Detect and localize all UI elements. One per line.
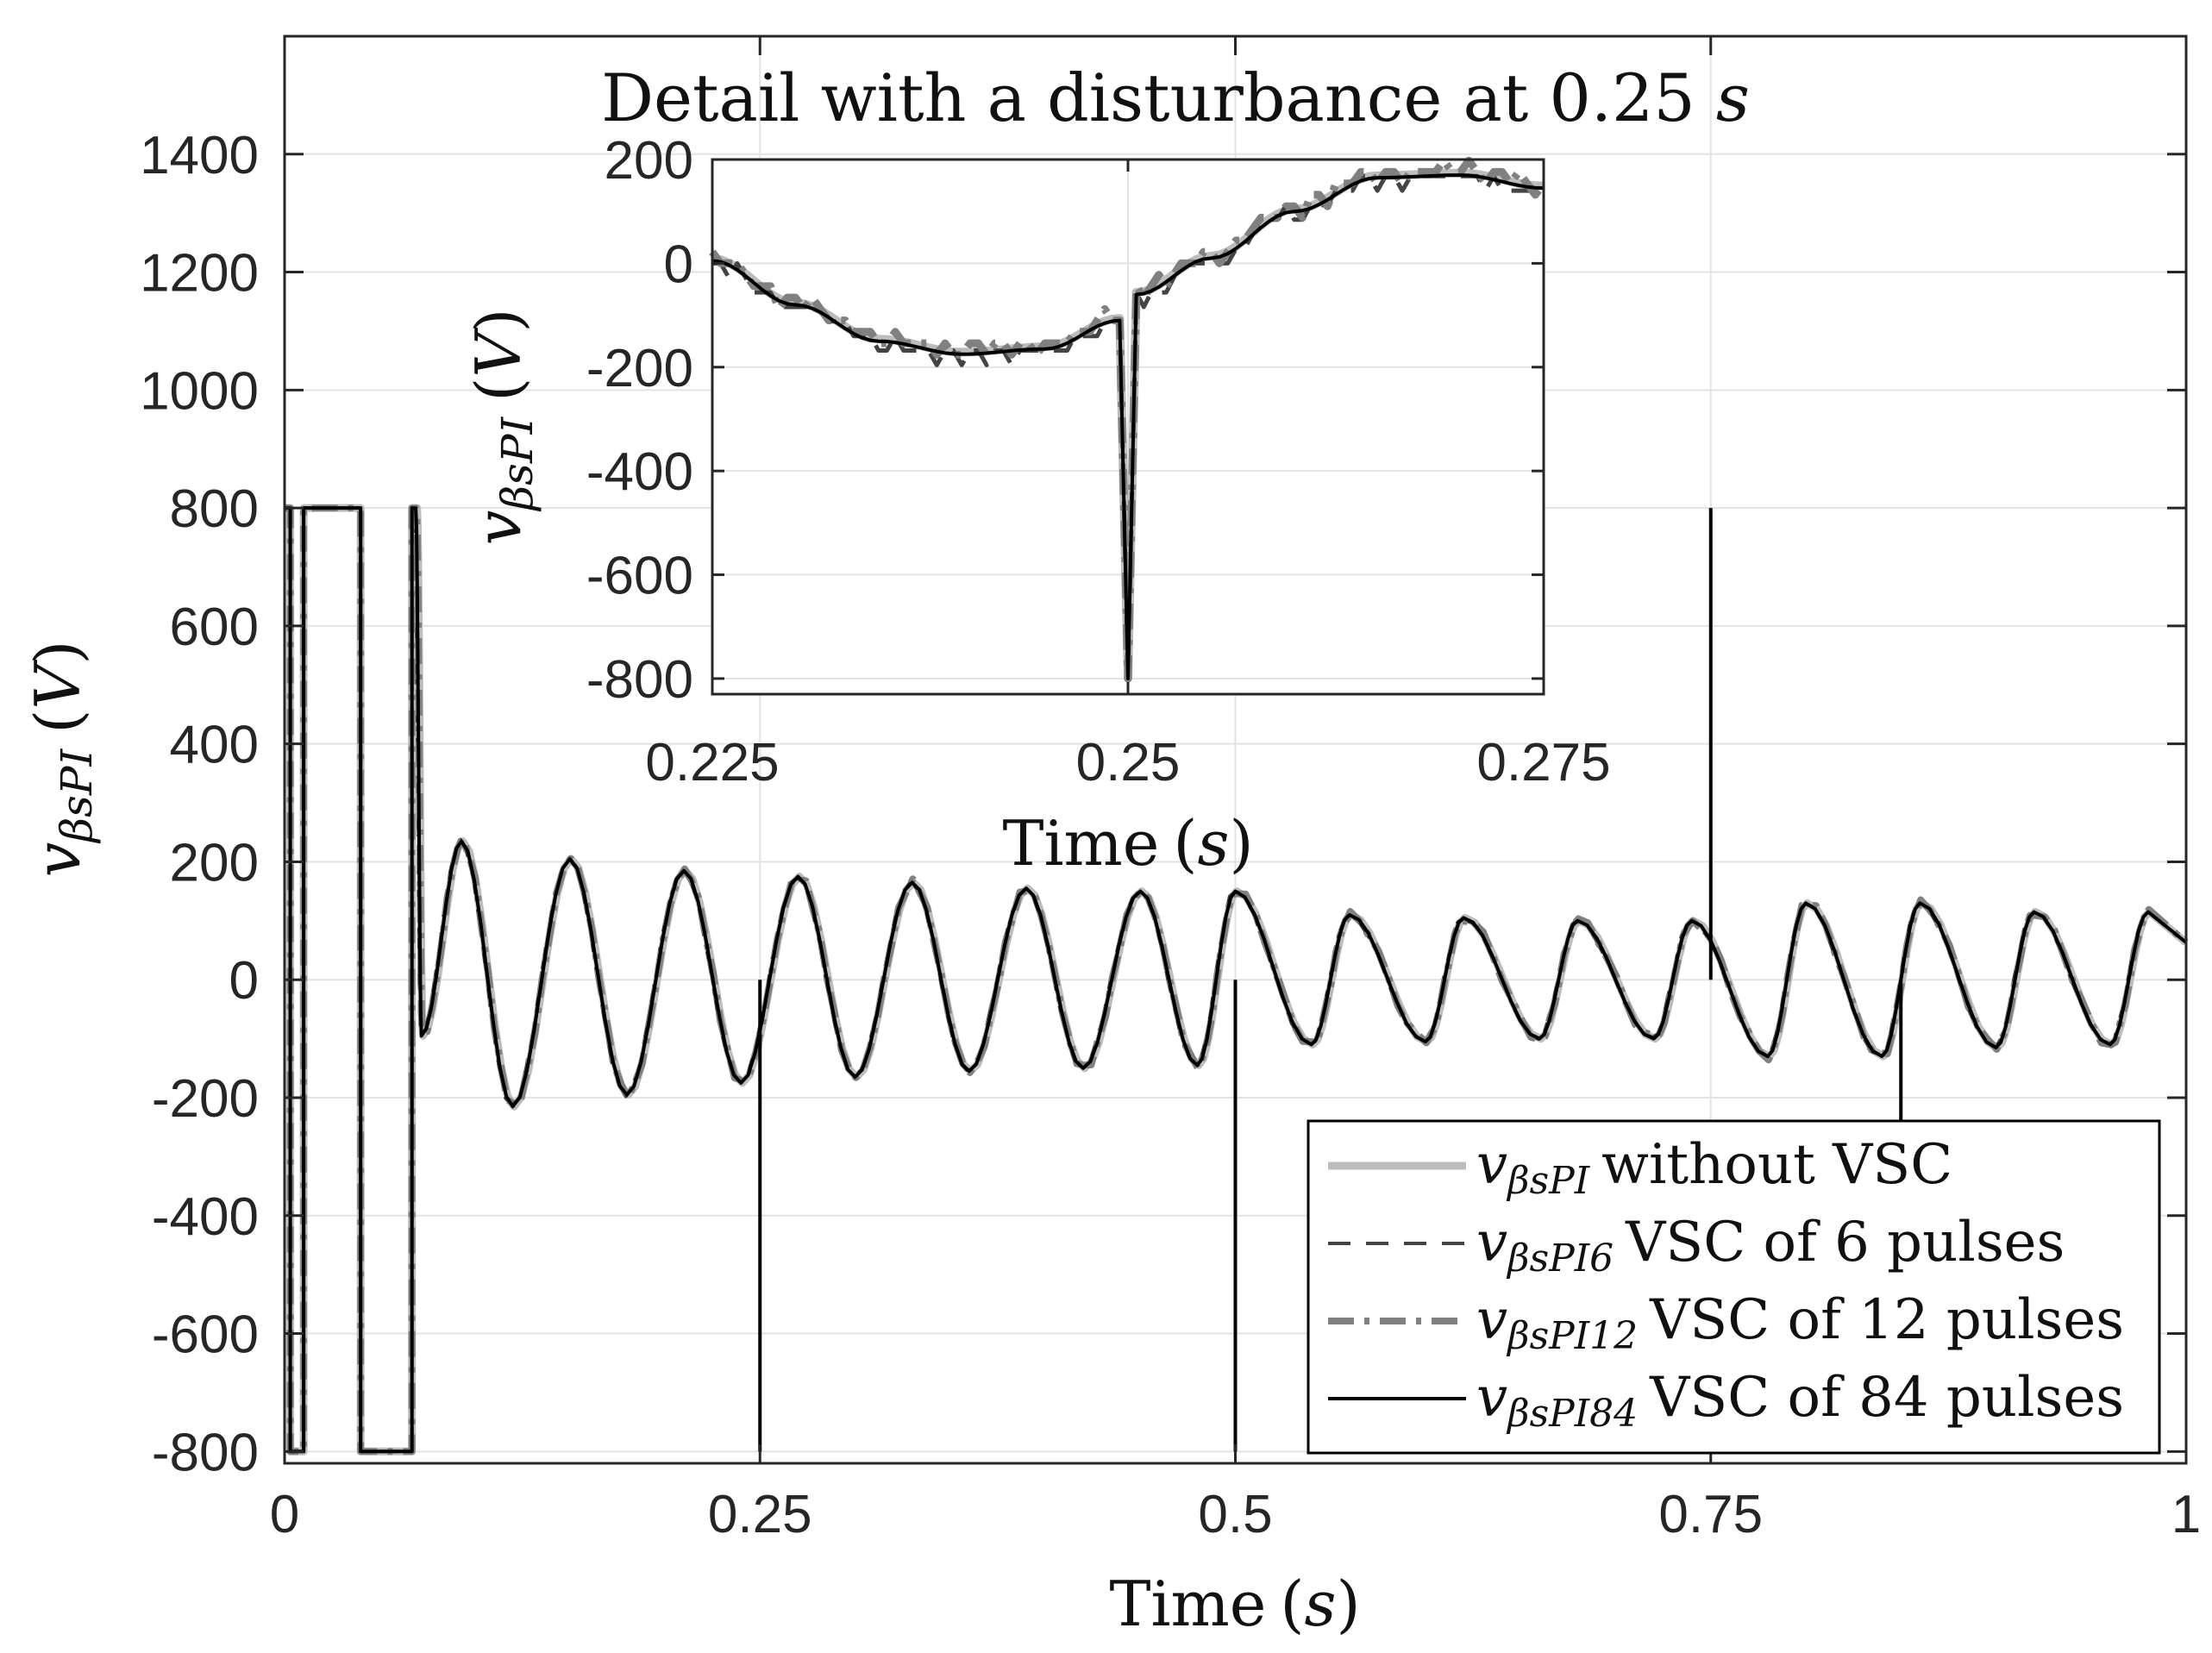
main-y-tick-label: 600 [170,598,259,657]
inset-x-tick-label: 0.225 [645,733,779,792]
inset-x-tick-label: 0.275 [1476,733,1610,792]
main-y-axis-label-unit: V [22,659,94,710]
inset-y-tick-label: 200 [605,131,693,191]
main-y-tick-label: -600 [152,1305,259,1365]
main-x-axis-label-word: Time [1109,1568,1266,1640]
inset-y-axis-label: vβsPI(V) [462,309,542,546]
legend-entry-label: vβsPI12 VSC of 12 pulses [1476,1288,2124,1358]
main-y-tick-label: -400 [152,1187,259,1247]
inset-x-axis-label-word: Time [1002,807,1159,880]
inset-ticks: 0.225 0.25 0.275 -800 -600 -400 -200 0 200 [586,131,1611,792]
main-y-tick-label: 1200 [140,244,259,304]
inset-title: Detail with a disturbance at 0.25 s [601,59,1750,136]
main-y-tick-label: 1400 [140,126,259,185]
inset-y-tick-label: -600 [586,547,693,606]
inset-x-axis-label-unit: s [1197,807,1229,880]
inset-y-tick-label: -800 [586,650,693,710]
inset-chart: Detail with a disturbance at 0.25 s 0.22… [462,59,1750,880]
inset-series [709,156,1547,683]
legend-entries: vβsPI without VSC vβsPI6 VSC of 6 pulses vβs… [1328,1133,2124,1436]
inset-series-line-4 [711,173,1545,680]
main-y-tick-label: 0 [229,951,259,1011]
main-y-tick-label: -800 [152,1423,259,1482]
main-y-axis-label: vβsPI(V) [22,641,102,878]
main-x-tick-label: 0 [270,1485,299,1544]
inset-title-unit: s [1716,59,1750,136]
main-series-line-4 [285,506,2188,1454]
legend-entry-label: vβsPI without VSC [1476,1133,1952,1203]
inset-y-axis-label-symbol: v [462,510,535,546]
main-y-tick-label: 800 [170,479,259,539]
main-x-tick-label: 1 [2171,1485,2201,1544]
legend-entry-label: vβsPI6 VSC of 6 pulses [1476,1211,2065,1280]
inset-x-tick-label: 0.25 [1076,733,1181,792]
main-x-axis-label-unit: s [1304,1568,1336,1640]
inset-y-tick-label: -400 [586,442,693,502]
main-y-tick-label: 400 [170,716,259,775]
inset-y-tick-label: 0 [664,235,693,294]
main-y-axis-label-symbol: v [22,842,94,878]
main-x-tick-label: 0.25 [708,1485,812,1544]
main-ticks: 0 0.25 0.5 0.75 1 -800 -600 -400 -200 0 200 400 600 8… [140,36,2201,1544]
inset-y-tick-label: -200 [586,339,693,398]
inset-x-axis-label: Time (s) [1002,807,1253,880]
inset-y-axis-label-unit: V [462,327,535,378]
main-y-tick-label: 200 [170,833,259,892]
main-x-tick-label: 0.75 [1658,1485,1763,1544]
main-y-axis-label-subscript: βsPI [52,748,102,844]
inset-title-text: Detail with a disturbance at 0.25 [601,59,1716,136]
main-x-tick-label: 0.5 [1198,1485,1272,1544]
main-x-axis-label: Time (s) [1109,1568,1360,1640]
legend-entry-label: vβsPI84 VSC of 84 pulses [1476,1366,2124,1436]
inset-y-axis-label-subscript: βsPI [492,416,542,512]
main-y-tick-label: -200 [152,1069,259,1129]
legend: vβsPI without VSC vβsPI6 VSC of 6 pulses vβs… [1307,1119,2161,1455]
main-y-tick-label: 1000 [140,361,259,421]
